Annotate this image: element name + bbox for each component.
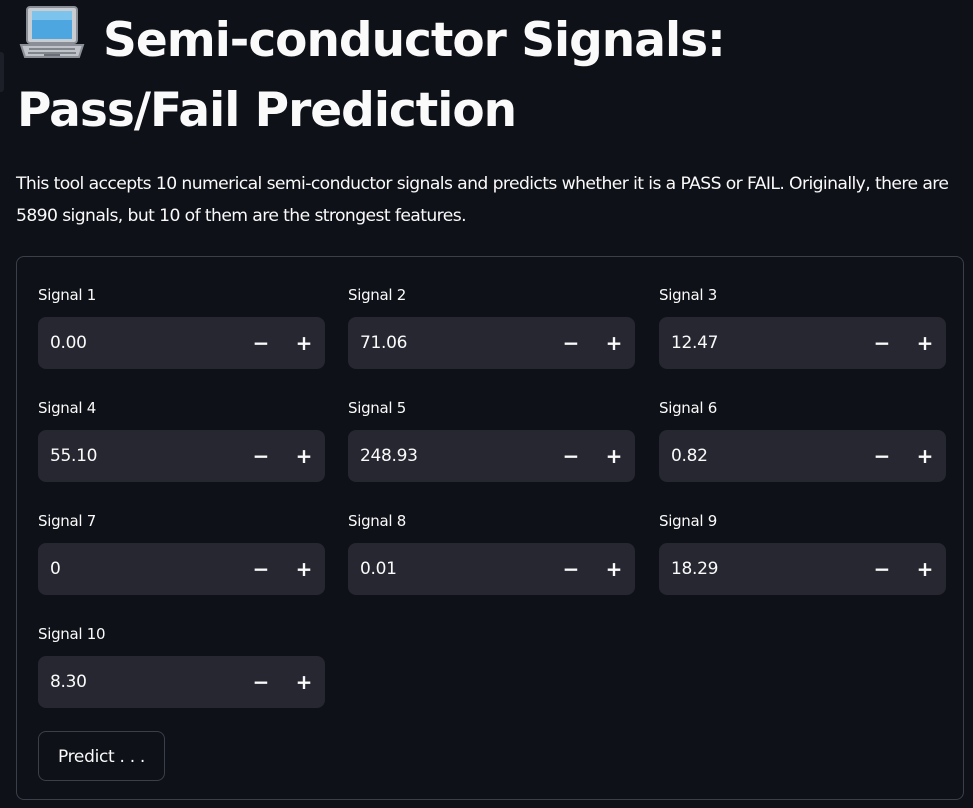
signal-number-input[interactable]: 55.10 − +	[38, 430, 325, 482]
decrement-button[interactable]: −	[252, 557, 270, 581]
signal-number-input[interactable]: 248.93 − +	[348, 430, 635, 482]
decrement-button[interactable]: −	[562, 331, 580, 355]
signal-number-input[interactable]: 18.29 − +	[659, 543, 946, 595]
signal-value[interactable]: 0.82	[671, 446, 708, 466]
predict-button[interactable]: Predict . . .	[38, 731, 165, 781]
signal-label: Signal 2	[348, 286, 406, 304]
decrement-button[interactable]: −	[562, 444, 580, 468]
increment-button[interactable]: +	[605, 557, 623, 581]
decrement-button[interactable]: −	[252, 331, 270, 355]
signal-label: Signal 9	[659, 512, 717, 530]
signal-form: Signal 1 0.00 − + Signal 2 71.06 − + Signal 3 12.…	[16, 256, 964, 800]
signal-value[interactable]: 8.30	[50, 672, 87, 692]
decrement-button[interactable]: −	[252, 670, 270, 694]
laptop-icon	[17, 4, 87, 62]
signal-label: Signal 4	[38, 399, 96, 417]
page-title: Semi-conductor Signals: Pass/Fail Predic…	[17, 4, 917, 146]
signal-number-input[interactable]: 0.00 − +	[38, 317, 325, 369]
signal-label: Signal 7	[38, 512, 96, 530]
increment-button[interactable]: +	[605, 331, 623, 355]
increment-button[interactable]: +	[295, 557, 313, 581]
signal-value[interactable]: 55.10	[50, 446, 98, 466]
signal-label: Signal 10	[38, 625, 106, 643]
signal-label: Signal 6	[659, 399, 717, 417]
decrement-button[interactable]: −	[873, 557, 891, 581]
signal-label: Signal 5	[348, 399, 406, 417]
signal-value[interactable]: 0.01	[360, 559, 397, 579]
signal-number-input[interactable]: 12.47 − +	[659, 317, 946, 369]
signal-value[interactable]: 18.29	[671, 559, 719, 579]
decrement-button[interactable]: −	[252, 444, 270, 468]
increment-button[interactable]: +	[916, 557, 934, 581]
decrement-button[interactable]: −	[873, 331, 891, 355]
decrement-button[interactable]: −	[873, 444, 891, 468]
signal-value[interactable]: 71.06	[360, 333, 408, 353]
signal-value[interactable]: 12.47	[671, 333, 719, 353]
signal-number-input[interactable]: 0 − +	[38, 543, 325, 595]
signal-label: Signal 8	[348, 512, 406, 530]
increment-button[interactable]: +	[295, 670, 313, 694]
signal-value[interactable]: 248.93	[360, 446, 418, 466]
signal-number-input[interactable]: 71.06 − +	[348, 317, 635, 369]
increment-button[interactable]: +	[295, 444, 313, 468]
decrement-button[interactable]: −	[562, 557, 580, 581]
signal-value[interactable]: 0.00	[50, 333, 87, 353]
signal-label: Signal 3	[659, 286, 717, 304]
signal-number-input[interactable]: 0.01 − +	[348, 543, 635, 595]
sidebar-collapse-edge	[0, 52, 4, 92]
page-title-text: Semi-conductor Signals: Pass/Fail Predic…	[17, 13, 726, 138]
increment-button[interactable]: +	[295, 331, 313, 355]
signal-label: Signal 1	[38, 286, 96, 304]
signal-value[interactable]: 0	[50, 559, 61, 579]
page-description: This tool accepts 10 numerical semi-cond…	[16, 174, 949, 226]
increment-button[interactable]: +	[916, 331, 934, 355]
signal-number-input[interactable]: 8.30 − +	[38, 656, 325, 708]
increment-button[interactable]: +	[916, 444, 934, 468]
signal-number-input[interactable]: 0.82 − +	[659, 430, 946, 482]
increment-button[interactable]: +	[605, 444, 623, 468]
